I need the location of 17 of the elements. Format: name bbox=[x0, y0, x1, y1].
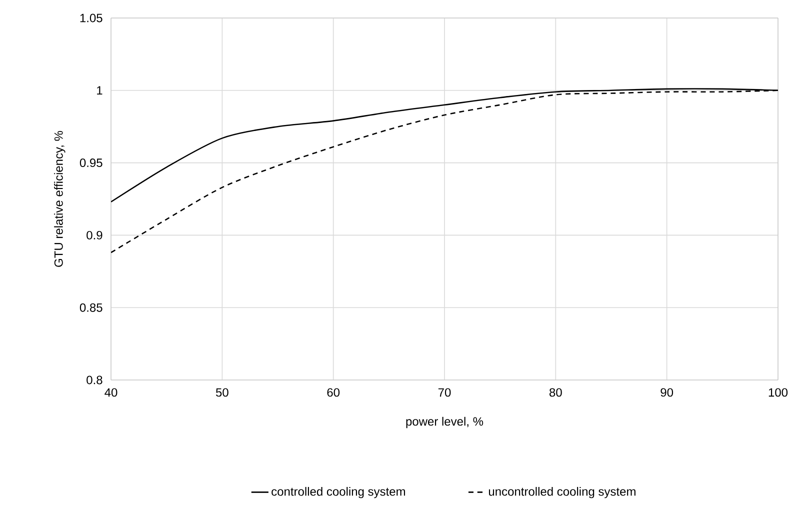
y-axis-title: GTU relative efficiency, % bbox=[54, 130, 66, 267]
x-tick-label: 50 bbox=[216, 388, 228, 397]
y-tick-label: 1 bbox=[97, 86, 102, 95]
y-tick-label: 1.05 bbox=[80, 14, 102, 22]
x-tick-label: 100 bbox=[768, 388, 788, 397]
x-tick-label: 70 bbox=[438, 388, 451, 397]
x-tick-label: 40 bbox=[104, 388, 118, 397]
y-tick-label: 0.8 bbox=[86, 376, 102, 384]
y-tick-label: 0.85 bbox=[80, 303, 102, 312]
x-tick-label: 80 bbox=[550, 388, 562, 397]
y-tick-label: 0.95 bbox=[80, 158, 102, 168]
x-tick-label: 90 bbox=[660, 388, 674, 397]
legend-label: uncontrolled cooling system bbox=[488, 486, 636, 498]
x-tick-label: 60 bbox=[327, 388, 340, 397]
x-axis-title: power level, % bbox=[406, 416, 484, 428]
y-tick-label: 0.9 bbox=[86, 230, 102, 240]
legend-label: controlled cooling system bbox=[272, 486, 406, 498]
